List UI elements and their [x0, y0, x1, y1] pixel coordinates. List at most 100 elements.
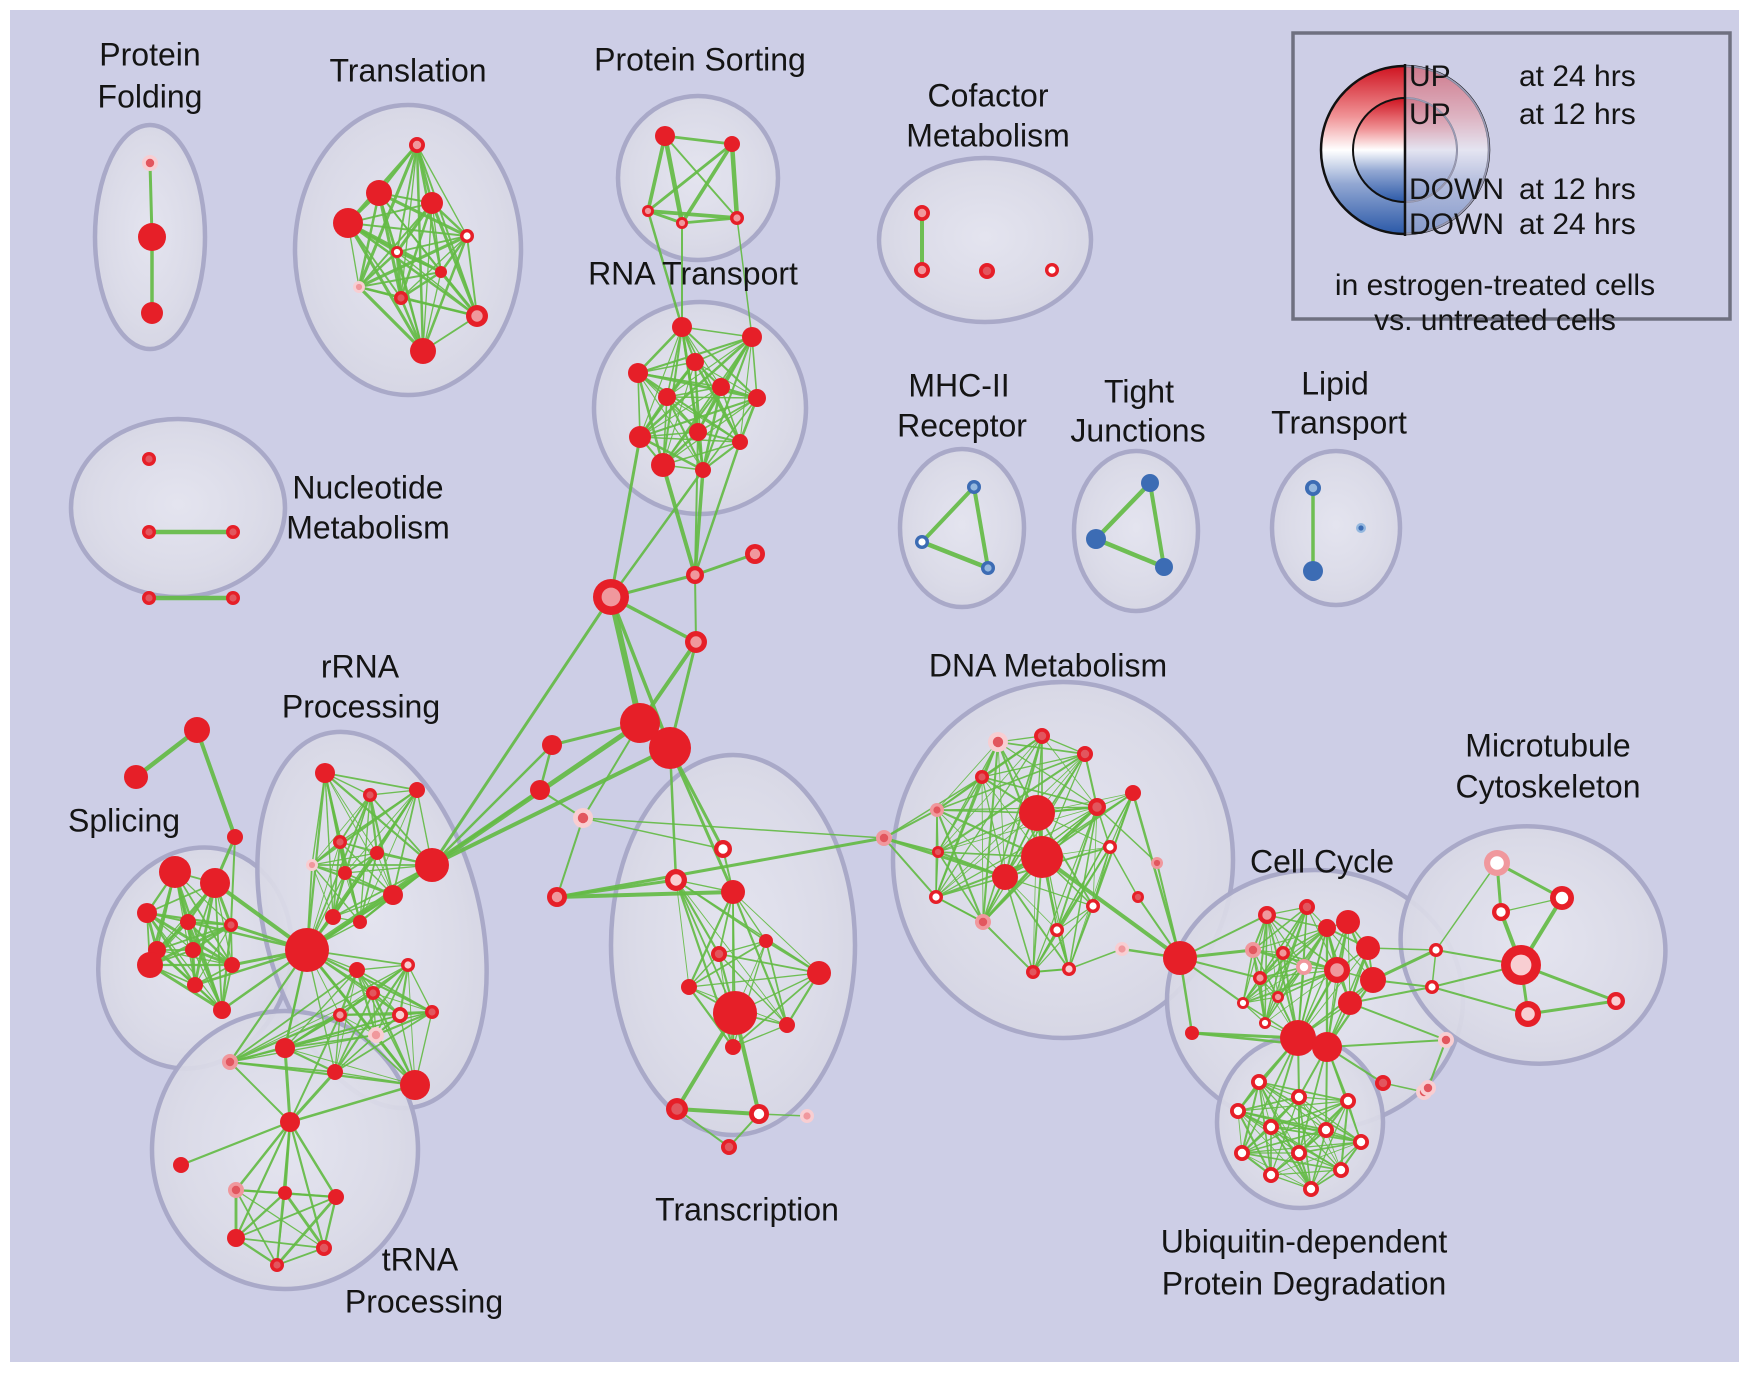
- network-node-n1[interactable]: [672, 317, 692, 337]
- network-node-d20[interactable]: [1062, 962, 1076, 976]
- network-node-p10[interactable]: [224, 957, 240, 973]
- network-node-f3[interactable]: [141, 302, 163, 324]
- network-node-x6[interactable]: [759, 934, 773, 948]
- network-node-d11[interactable]: [1125, 785, 1141, 801]
- network-node-t9[interactable]: [394, 291, 408, 305]
- network-node-p11[interactable]: [213, 1001, 231, 1019]
- network-node-t2[interactable]: [366, 180, 392, 206]
- network-node-o4[interactable]: [676, 217, 688, 229]
- network-node-h3[interactable]: [981, 561, 995, 575]
- network-node-x16[interactable]: [721, 1139, 737, 1155]
- network-node-r5[interactable]: [370, 846, 384, 860]
- network-node-r23[interactable]: [425, 1005, 439, 1019]
- network-node-q12[interactable]: [1272, 991, 1284, 1003]
- network-node-T2[interactable]: [649, 727, 691, 769]
- network-node-r11[interactable]: [353, 915, 367, 929]
- network-node-Q16[interactable]: [1280, 1020, 1316, 1056]
- network-node-r21[interactable]: [327, 1064, 343, 1080]
- network-node-T1[interactable]: [620, 703, 660, 743]
- network-node-q8[interactable]: [1296, 959, 1312, 975]
- network-node-q6[interactable]: [1245, 942, 1261, 958]
- network-node-p7[interactable]: [185, 942, 201, 958]
- network-node-q7[interactable]: [1276, 946, 1290, 960]
- network-node-q11[interactable]: [1253, 971, 1267, 985]
- network-node-f2[interactable]: [138, 223, 166, 251]
- network-node-p1[interactable]: [159, 856, 191, 888]
- network-node-w5[interactable]: [1263, 1119, 1279, 1135]
- network-node-x2[interactable]: [547, 887, 567, 907]
- network-node-v3[interactable]: [1492, 903, 1510, 921]
- network-node-x1[interactable]: [573, 808, 593, 828]
- network-node-x7[interactable]: [711, 946, 727, 962]
- network-node-d6[interactable]: [932, 846, 944, 858]
- network-node-w10[interactable]: [1333, 1162, 1349, 1178]
- network-node-cf2[interactable]: [914, 262, 930, 278]
- network-node-v4[interactable]: [1429, 943, 1443, 957]
- network-node-q10[interactable]: [1360, 967, 1386, 993]
- network-node-w11[interactable]: [1263, 1167, 1279, 1183]
- network-node-Q17[interactable]: [1312, 1032, 1342, 1062]
- network-node-r1[interactable]: [315, 763, 335, 783]
- network-node-x4[interactable]: [665, 869, 687, 891]
- network-node-HUB[interactable]: [285, 928, 329, 972]
- network-node-u2[interactable]: [228, 1182, 244, 1198]
- network-node-x9[interactable]: [807, 961, 831, 985]
- network-node-nm5[interactable]: [226, 591, 240, 605]
- network-node-n9[interactable]: [629, 426, 651, 448]
- network-node-n2[interactable]: [742, 327, 762, 347]
- network-node-u5[interactable]: [227, 1229, 245, 1247]
- network-node-nm2[interactable]: [142, 525, 156, 539]
- network-node-r13[interactable]: [401, 958, 415, 972]
- network-node-d4[interactable]: [975, 770, 989, 784]
- network-node-d13[interactable]: [1151, 857, 1163, 869]
- network-node-t10[interactable]: [466, 305, 488, 327]
- network-node-p9[interactable]: [187, 977, 203, 993]
- network-node-o2[interactable]: [724, 136, 740, 152]
- network-node-p5[interactable]: [224, 918, 238, 932]
- network-node-j2[interactable]: [1086, 529, 1106, 549]
- network-node-d5[interactable]: [930, 803, 944, 817]
- network-node-x11[interactable]: [725, 1039, 741, 1055]
- network-node-o5[interactable]: [730, 211, 744, 225]
- network-node-x5[interactable]: [721, 880, 745, 904]
- network-node-o1[interactable]: [655, 126, 675, 146]
- network-node-j3[interactable]: [1155, 558, 1173, 576]
- network-node-r20[interactable]: [368, 1027, 384, 1043]
- network-node-c1[interactable]: [685, 631, 707, 653]
- network-node-q14[interactable]: [1338, 991, 1362, 1015]
- network-node-u7[interactable]: [270, 1258, 284, 1272]
- network-node-nm4[interactable]: [142, 591, 156, 605]
- network-node-t4[interactable]: [333, 208, 363, 238]
- network-node-cf1[interactable]: [914, 205, 930, 221]
- network-node-s2[interactable]: [745, 544, 765, 564]
- network-node-t8[interactable]: [353, 281, 365, 293]
- network-node-x15[interactable]: [800, 1109, 814, 1123]
- network-node-t5[interactable]: [460, 229, 474, 243]
- network-node-X10[interactable]: [713, 991, 757, 1035]
- network-node-r12[interactable]: [349, 962, 365, 978]
- network-node-n3[interactable]: [686, 353, 704, 371]
- network-node-r3[interactable]: [409, 782, 425, 798]
- network-node-u3[interactable]: [278, 1186, 292, 1200]
- network-node-M1[interactable]: [542, 735, 562, 755]
- network-node-v10[interactable]: [1420, 1080, 1436, 1096]
- network-node-l1[interactable]: [1305, 480, 1321, 496]
- network-node-w4[interactable]: [1230, 1103, 1246, 1119]
- network-node-d16[interactable]: [975, 914, 991, 930]
- network-node-q9[interactable]: [1324, 957, 1350, 983]
- network-node-w2[interactable]: [1291, 1089, 1307, 1105]
- network-node-d9[interactable]: [992, 864, 1018, 890]
- network-node-j1[interactable]: [1141, 474, 1159, 492]
- network-node-d3[interactable]: [1077, 746, 1093, 762]
- network-node-w9[interactable]: [1291, 1145, 1307, 1161]
- network-node-d2[interactable]: [1034, 728, 1050, 744]
- network-node-B[interactable]: [1163, 941, 1197, 975]
- network-node-r2[interactable]: [363, 788, 377, 802]
- network-node-r17[interactable]: [275, 1038, 295, 1058]
- network-node-x3[interactable]: [714, 840, 732, 858]
- network-node-nm1[interactable]: [142, 452, 156, 466]
- network-node-q15[interactable]: [1259, 1017, 1271, 1029]
- network-node-v1[interactable]: [1484, 850, 1510, 876]
- network-node-w12[interactable]: [1303, 1181, 1319, 1197]
- network-node-x8[interactable]: [681, 979, 697, 995]
